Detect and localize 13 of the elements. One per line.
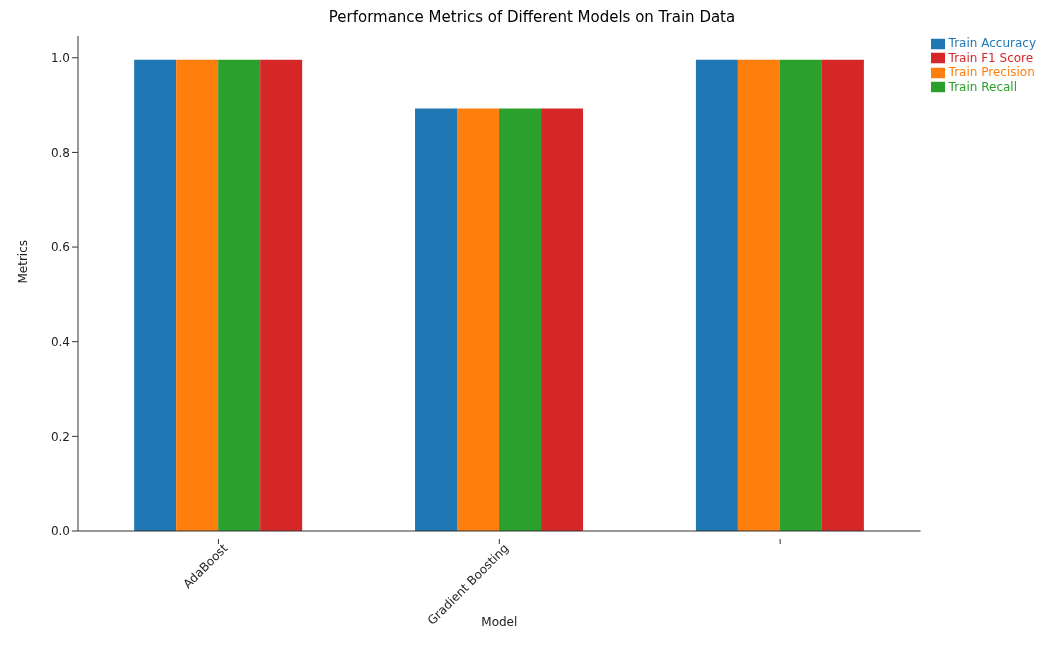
legend-label: Train Recall — [948, 79, 1018, 94]
legend-label: Train Precision — [948, 65, 1035, 79]
y-tick-label: 0.8 — [50, 145, 70, 160]
y-tick-label: 0.0 — [50, 524, 70, 539]
legend-label: Train Accuracy — [948, 36, 1036, 50]
x-axis-title: Model — [481, 615, 518, 629]
chart-title: Performance Metrics of Different Models on Train Data — [327, 8, 737, 26]
y-tick-label: 1.0 — [50, 51, 70, 66]
legend-label: Train F1 Score — [948, 50, 1034, 65]
y-axis-title: Metrics — [16, 239, 31, 284]
y-tick-label: 0.4 — [50, 334, 70, 349]
y-tick-label: 0.2 — [50, 429, 70, 444]
y-tick-label: 0.6 — [50, 240, 70, 255]
